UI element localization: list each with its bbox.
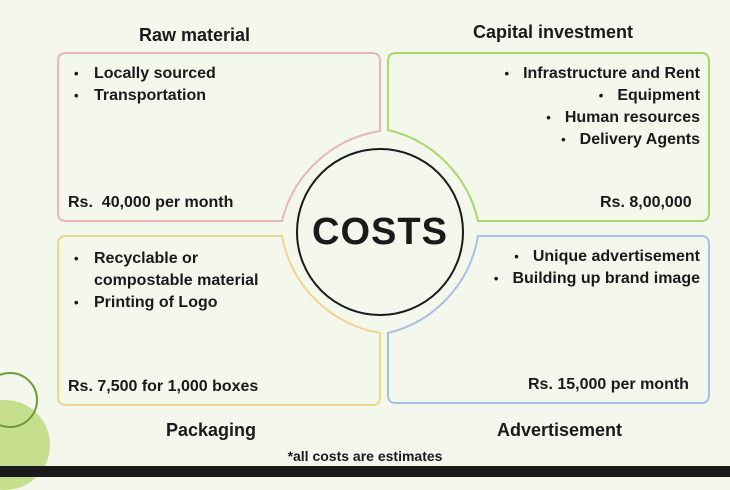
quadrant-frames — [57, 52, 710, 406]
costs-label: COSTS — [312, 210, 448, 253]
capital-investment-title: Capital investment — [473, 22, 634, 42]
advertisement-cost: Rs. 15,000 per month — [528, 376, 689, 393]
packaging-list: Recyclable or compostable material Print… — [66, 248, 266, 314]
packaging-box — [57, 235, 381, 406]
advertisement-list: • Unique advertisement • Building up brand… — [470, 246, 700, 290]
list-item: • Human resources — [546, 109, 700, 126]
list-item: • Infrastructure and Rent — [504, 65, 700, 82]
bottom-bar — [0, 466, 730, 477]
raw-material-title: Raw material — [139, 25, 251, 45]
raw-material-cost: Rs. 40,000 per month — [68, 194, 234, 211]
list-item: • Building up brand image — [493, 270, 700, 287]
list-item: • Unique advertisement — [514, 248, 700, 265]
list-item: Printing of Logo — [66, 292, 266, 314]
list-item: Transportation — [66, 85, 286, 107]
advertisement-box — [387, 235, 710, 404]
raw-material-list: Locally sourced Transportation — [66, 63, 286, 107]
list-item: • Delivery Agents — [561, 131, 700, 148]
list-item: • Equipment — [598, 87, 700, 104]
capital-investment-cost: Rs. 8,00,000 — [600, 194, 692, 211]
list-item: Recyclable or compostable material — [66, 248, 266, 292]
packaging-title: Packaging — [166, 420, 257, 440]
packaging-cost: Rs. 7,500 for 1,000 boxes — [68, 378, 259, 395]
list-item: Locally sourced — [66, 63, 286, 85]
capital-investment-box — [387, 52, 710, 222]
estimates-footnote: *all costs are estimates — [287, 448, 443, 464]
costs-circle: COSTS — [296, 148, 464, 316]
advertisement-title: Advertisement — [497, 420, 623, 440]
capital-investment-list: • Infrastructure and Rent • Equipment • Hum… — [470, 63, 700, 151]
raw-material-box — [57, 52, 381, 222]
